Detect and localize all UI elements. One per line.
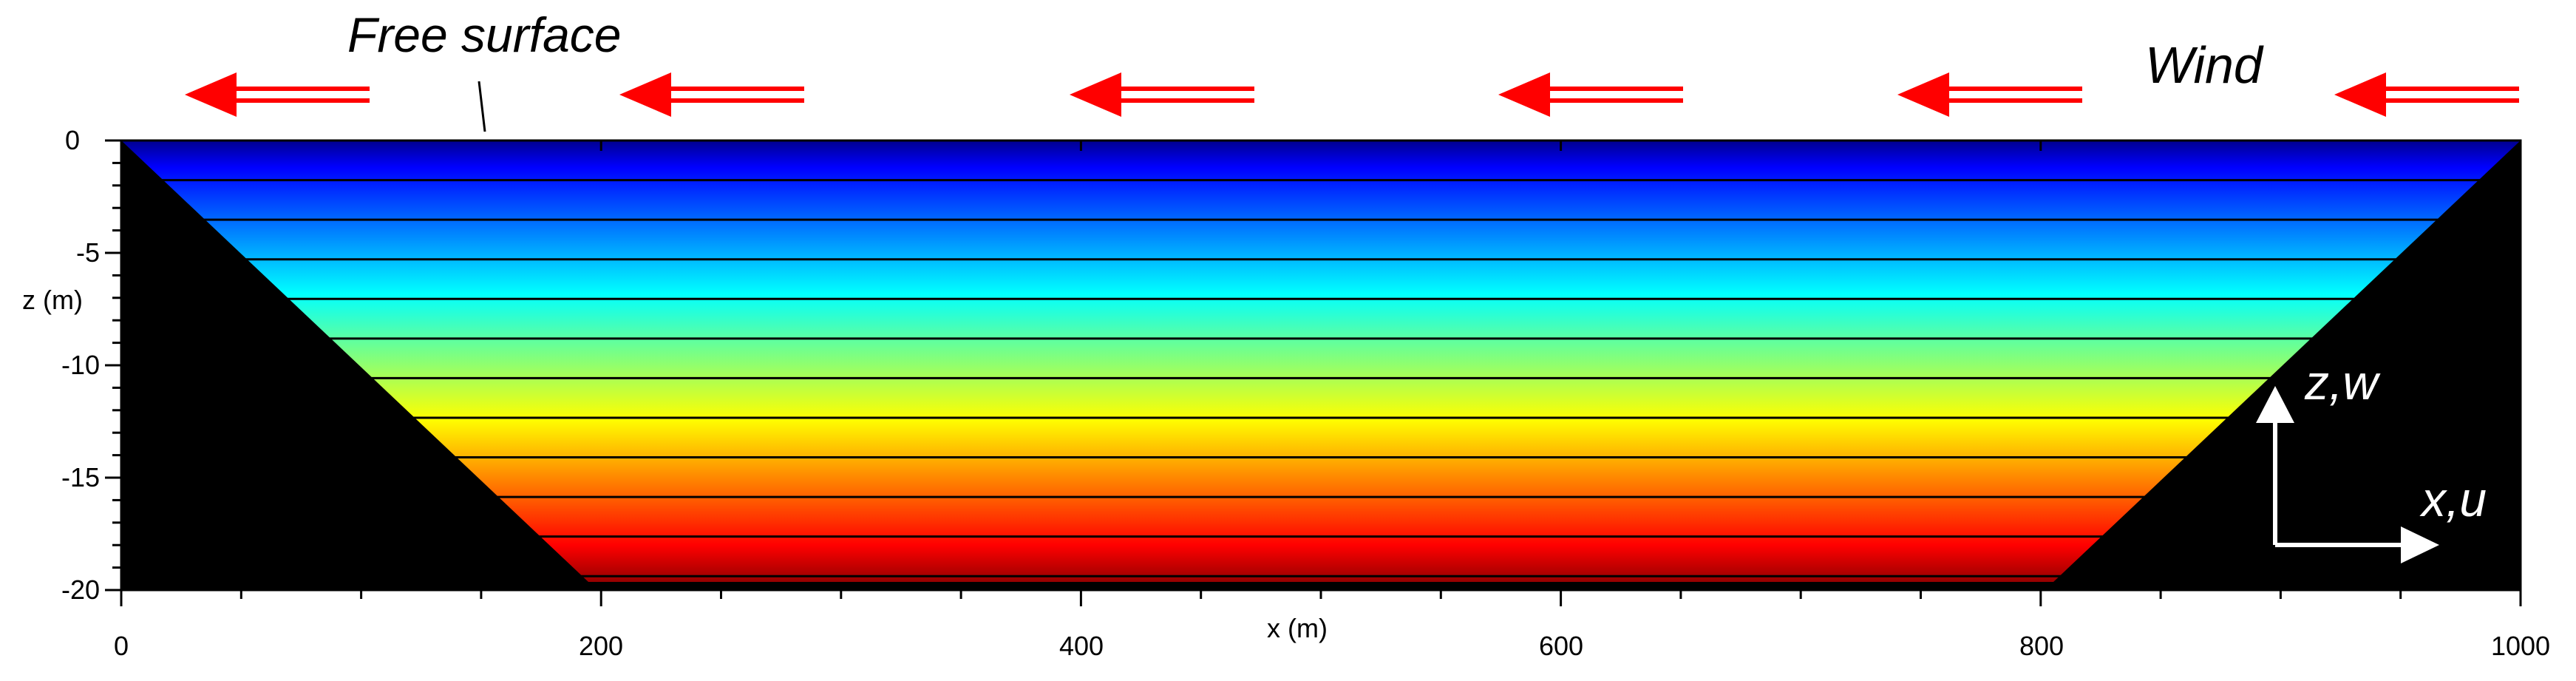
x-tick-label-200: 200 (579, 631, 623, 661)
wind-arrow-shaft-line (1948, 87, 2082, 91)
wind-arrow-shaft-line (1948, 98, 2082, 103)
wind-arrow (619, 72, 804, 117)
x-u-axis-label: x,u (2419, 472, 2487, 526)
wind-arrow (1498, 72, 1683, 117)
wind-arrow-shaft-line (2385, 98, 2519, 103)
wind-arrow-shaft-line (1549, 87, 1683, 91)
tick-mark-group (105, 139, 2522, 606)
z-axis-arrowhead (2256, 386, 2294, 423)
x-axis-label: x (m) (1267, 613, 1328, 643)
wind-arrow-shaft-line (670, 87, 804, 91)
x-tick-label-600: 600 (1539, 631, 1583, 661)
x-axis-arrowhead (2401, 526, 2439, 563)
right-bank-terrain (2053, 140, 2521, 590)
wind-arrowhead (619, 72, 671, 117)
wind-label: Wind (2145, 36, 2264, 94)
y-axis-label: z (m) (22, 285, 83, 315)
wind-arrow-group (185, 72, 2519, 117)
water-field (121, 140, 2521, 590)
wind-arrow-shaft-line (1120, 87, 1254, 91)
coordinate-axes-icon: z,w x,u (2256, 355, 2487, 563)
wind-arrow (1070, 72, 1254, 117)
wind-arrow (185, 72, 370, 117)
wind-arrowhead (1498, 72, 1550, 117)
y-tick-label-minus5: -5 (76, 237, 100, 268)
wind-arrow-shaft-line (235, 87, 370, 91)
free-surface-label: Free surface (347, 7, 621, 62)
left-bank-terrain (121, 140, 588, 590)
y-tick-label-minus20: -20 (61, 575, 100, 605)
y-tick-label-0: 0 (65, 125, 80, 155)
x-tick-label-800: 800 (2019, 631, 2064, 661)
wind-arrowhead (2334, 72, 2386, 117)
wind-arrowhead (1070, 72, 1121, 117)
basin-floor (577, 582, 2065, 590)
free-surface-pointer (478, 81, 486, 132)
wind-arrow (1897, 72, 2082, 117)
wind-arrow-shaft-line (1549, 98, 1683, 103)
x-tick-label-0: 0 (114, 631, 129, 661)
wind-arrow-shaft-line (1120, 98, 1254, 103)
y-tick-label-minus10: -10 (61, 350, 100, 380)
wind-arrowhead (1897, 72, 1949, 117)
wind-arrow-shaft-line (235, 98, 370, 103)
z-w-axis-label: z,w (2304, 355, 2381, 410)
y-tick-label-minus15: -15 (61, 462, 100, 492)
wind-arrow-shaft-line (2385, 87, 2519, 91)
x-tick-label-1000: 1000 (2491, 631, 2550, 661)
wind-arrow (2334, 72, 2519, 117)
wind-arrow-shaft-line (670, 98, 804, 103)
x-tick-label-400: 400 (1059, 631, 1104, 661)
wind-arrowhead (185, 72, 237, 117)
